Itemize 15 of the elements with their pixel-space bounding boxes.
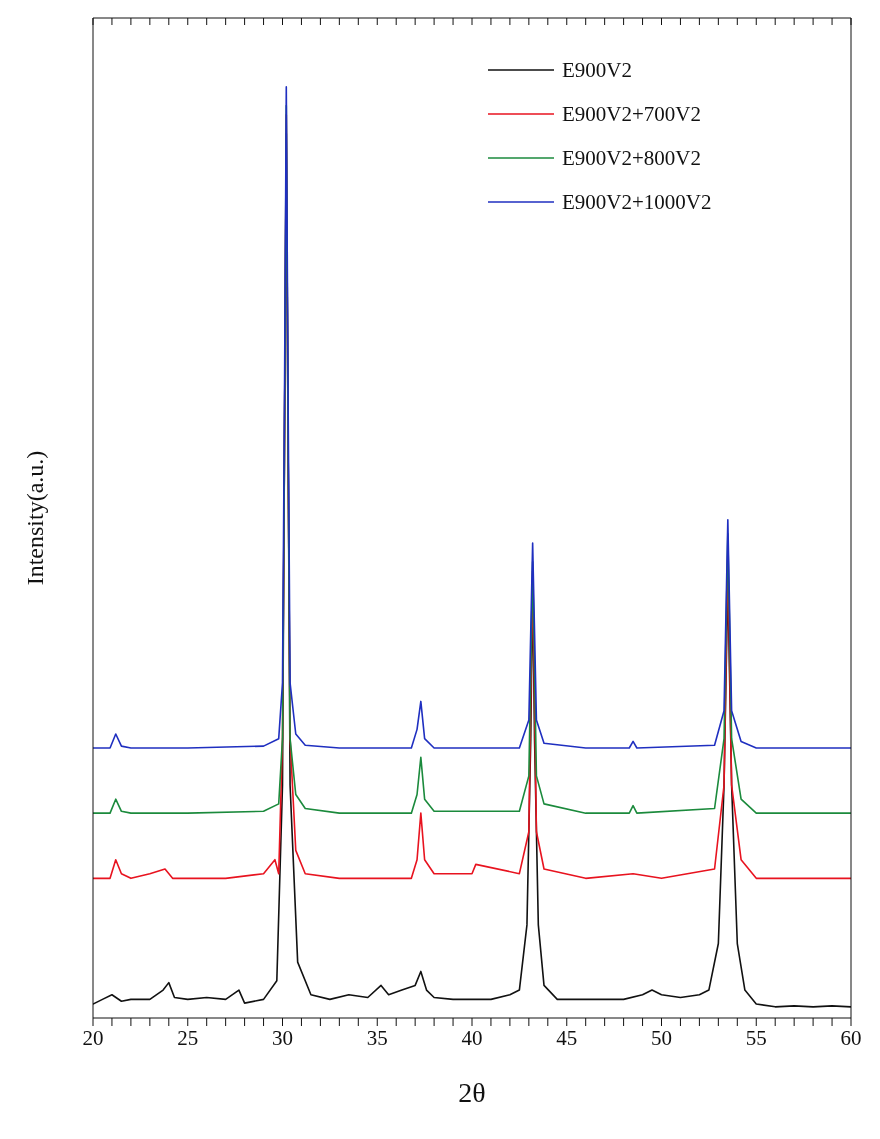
x-tick-label: 20 — [82, 1025, 104, 1050]
x-tick-label: 45 — [556, 1025, 578, 1050]
x-tick-label: 60 — [840, 1025, 862, 1050]
legend-label: E900V2+1000V2 — [562, 189, 712, 215]
x-tick-label: 50 — [651, 1025, 672, 1050]
legend-label: E900V2+700V2 — [562, 101, 702, 127]
x-tick-label: 40 — [461, 1025, 483, 1050]
x-tick-label: 35 — [366, 1025, 388, 1050]
x-axis-title: 2θ — [458, 1077, 486, 1108]
legend-label: E900V2 — [562, 57, 632, 83]
y-axis-title: Intensity(a.u.) — [21, 450, 48, 586]
legend-label: E900V2+800V2 — [562, 145, 702, 171]
x-tick-label: 25 — [177, 1025, 199, 1050]
x-tick-label: 55 — [745, 1025, 767, 1050]
x-tick-label: 30 — [272, 1025, 293, 1050]
